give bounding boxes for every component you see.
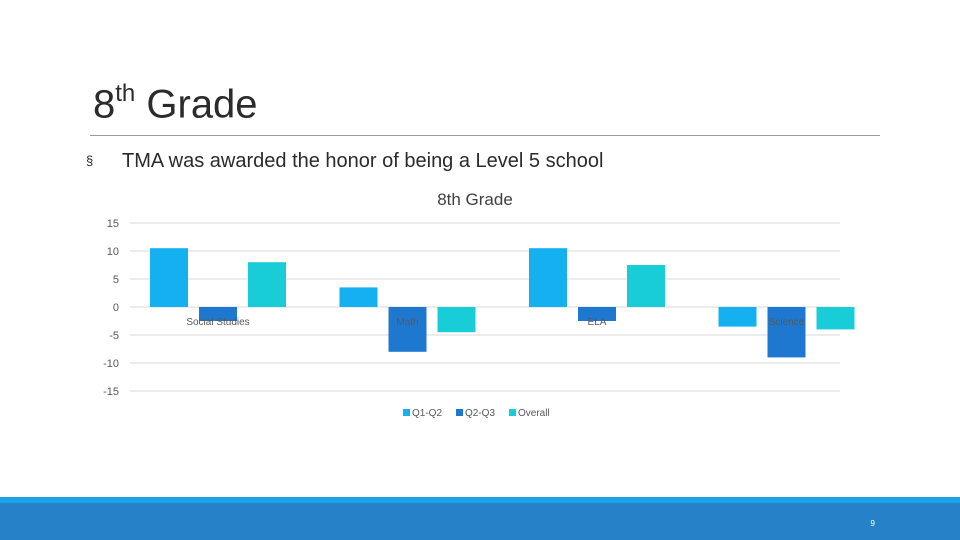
bar: [529, 248, 567, 307]
legend-swatch: [403, 409, 410, 416]
bar: [388, 307, 427, 352]
y-tick-label: -5: [109, 330, 119, 342]
y-tick-label: 15: [107, 218, 119, 230]
y-tick-label: 5: [113, 274, 119, 286]
chart-title: 8th Grade: [437, 190, 513, 209]
x-category-label: ELA: [588, 317, 607, 328]
bullet-text: TMA was awarded the honor of being a Lev…: [122, 150, 604, 172]
bullet-marker-icon: §: [86, 153, 94, 168]
bar: [248, 262, 286, 307]
y-tick-label: -10: [103, 358, 119, 370]
legend-swatch: [456, 409, 463, 416]
bar: [199, 307, 237, 321]
x-category-label: Math: [396, 317, 418, 328]
x-category-label: Science: [769, 317, 805, 328]
bar: [718, 307, 757, 327]
x-category-label: Social Studies: [186, 317, 249, 328]
bar: [816, 307, 855, 330]
bar: [627, 265, 665, 307]
bar: [767, 307, 806, 358]
slide-title-number: 8: [93, 82, 116, 127]
footer-accent-band: [0, 497, 960, 503]
bar: [578, 307, 616, 321]
y-tick-label: 0: [113, 302, 119, 314]
title-divider: [90, 135, 880, 136]
y-tick-label: 10: [107, 246, 119, 258]
footer-bar: 9: [0, 503, 960, 540]
bar-chart: 8th Grade 15 10 5 0 -5 -10 -15 Social Studies Mat…: [103, 190, 855, 419]
bar: [339, 287, 378, 307]
bar: [437, 307, 476, 333]
bar: [150, 248, 188, 307]
legend-label: Q1-Q2: [412, 408, 442, 419]
legend-label: Q2-Q3: [465, 408, 495, 419]
bullet-item: § TMA was awarded the honor of being a Le…: [86, 150, 603, 173]
y-tick-label: -15: [103, 386, 119, 398]
slide-title-ordinal: th: [115, 80, 136, 107]
legend-label: Overall: [518, 408, 550, 419]
slide-title: 8th Grade: [93, 82, 258, 127]
legend-swatch: [509, 409, 516, 416]
slide-title-text: Grade: [135, 82, 258, 127]
page-number: 9: [870, 519, 875, 528]
